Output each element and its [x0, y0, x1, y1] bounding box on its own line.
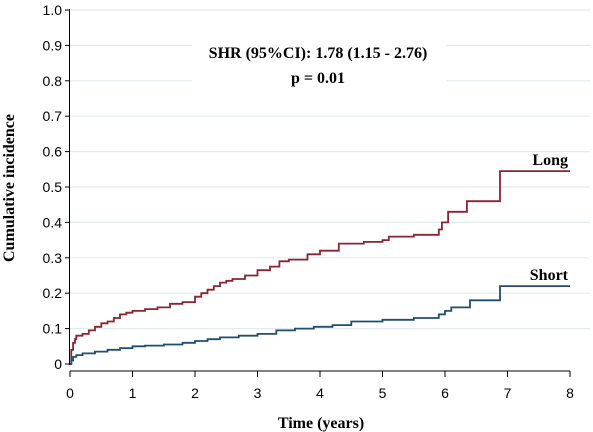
series-line-long — [70, 170, 570, 365]
y-tick-label: 0 — [54, 356, 62, 372]
y-tick-label: 0.5 — [43, 179, 63, 195]
series-lines — [70, 170, 570, 365]
y-tick-label: 0.9 — [43, 37, 63, 53]
x-tick-label: 6 — [441, 385, 449, 401]
x-tick-label: 4 — [316, 385, 324, 401]
y-tick-label: 0.7 — [43, 108, 63, 124]
x-tick-label: 7 — [504, 385, 512, 401]
y-tick-label: 0.6 — [43, 144, 63, 160]
y-tick-label: 0.1 — [43, 321, 63, 337]
x-tick-label: 2 — [191, 385, 199, 401]
x-axis-title: Time (years) — [278, 415, 364, 432]
axes — [65, 9, 571, 377]
y-tick-label: 1.0 — [43, 2, 63, 18]
y-tick-label: 0.4 — [43, 214, 63, 230]
x-tick-label: 1 — [129, 385, 137, 401]
annotation-background — [192, 40, 446, 92]
y-tick-label: 0.8 — [43, 73, 63, 89]
y-axis-title: Cumulative incidence — [1, 114, 18, 262]
annotation-p-value: p = 0.01 — [291, 70, 345, 87]
x-tick-label: 5 — [379, 385, 387, 401]
y-tick-label: 0.2 — [43, 285, 63, 301]
annotation-shr: SHR (95%CI): 1.78 (1.15 - 2.76) — [209, 45, 428, 62]
series-label-short: Short — [530, 267, 569, 284]
x-tick-label: 3 — [254, 385, 262, 401]
series-label-long: Long — [532, 152, 568, 169]
y-tick-label: 0.3 — [43, 250, 63, 266]
x-tick-label: 0 — [66, 385, 74, 401]
labels: 0 0.1 0.2 0.3 0.4 0.5 0.6 0.7 0.8 0.9 1.0 0 1 2 3 4 5 6 7 8… — [43, 2, 575, 401]
series-line-short — [70, 285, 570, 365]
x-tick-label: 8 — [566, 385, 574, 401]
